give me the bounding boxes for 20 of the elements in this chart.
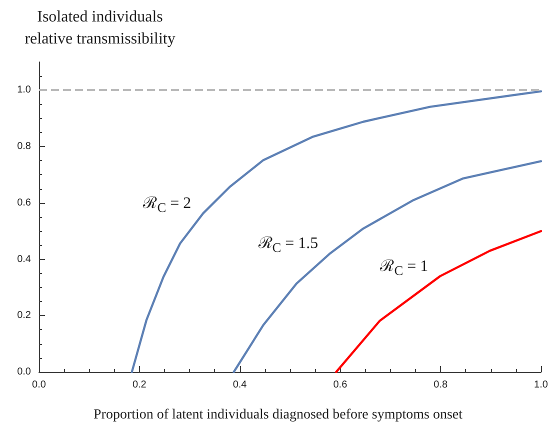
y-tick-label: 0.4 bbox=[17, 254, 32, 265]
x-tick-label: 0.6 bbox=[333, 380, 348, 390]
y-tick-label: 0.2 bbox=[17, 310, 32, 322]
series-label: ℛ$_{C}$ = 1.5 bbox=[258, 234, 318, 257]
line-series bbox=[130, 90, 542, 374]
y-tick-label: 0.8 bbox=[17, 141, 32, 152]
x-axis-title: Proportion of latent individuals diagnosed before symptoms onset bbox=[94, 408, 463, 422]
y-tick-label: 1.0 bbox=[17, 84, 32, 96]
x-tick-label: 0.4 bbox=[232, 380, 248, 390]
y-axis-title: Isolated individuals relative transmissibility bbox=[24, 8, 176, 48]
x-tick-label: 0.0 bbox=[32, 380, 46, 390]
line-series bbox=[335, 230, 542, 374]
series-label: ℛ$_{C}$ = 1 bbox=[380, 257, 428, 280]
x-tick-label: 0.2 bbox=[132, 380, 147, 390]
y-tick-label: 0.0 bbox=[17, 366, 32, 378]
x-tick-label: 1.0 bbox=[534, 380, 548, 390]
y-tick-label: 0.6 bbox=[17, 197, 32, 208]
series-label: ℛ$_{C}$ = 2 bbox=[143, 194, 192, 217]
line-series bbox=[232, 160, 542, 374]
x-tick-label: 0.8 bbox=[434, 380, 448, 390]
